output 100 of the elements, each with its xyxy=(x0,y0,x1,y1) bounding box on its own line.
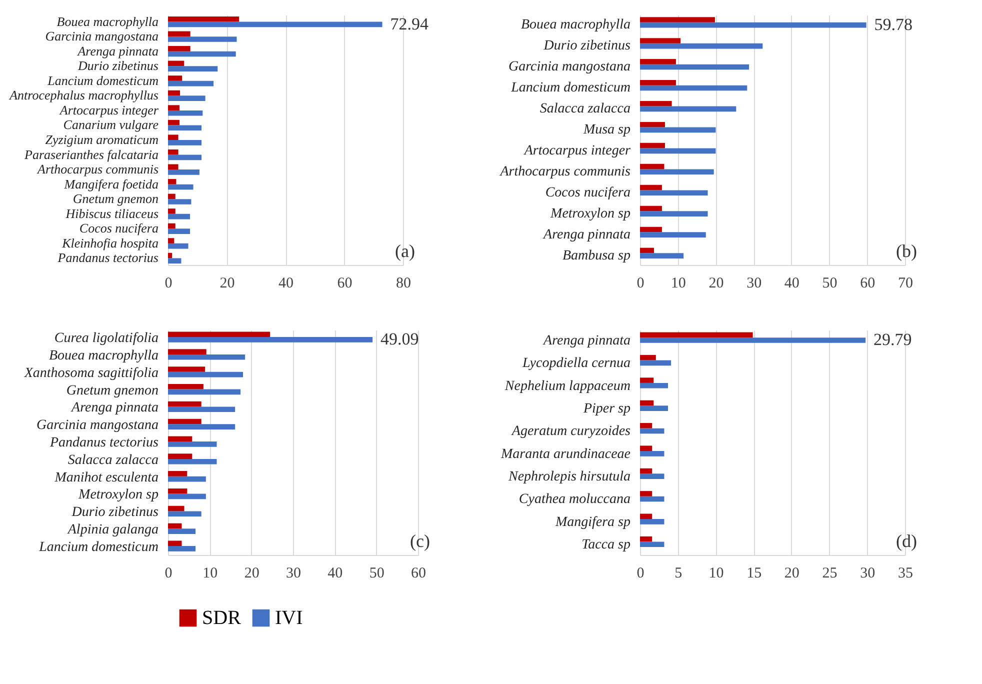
x-tick-label: 60 xyxy=(337,276,352,292)
bar xyxy=(640,226,662,232)
y-tick-label: Kleinhofia hospita xyxy=(61,235,159,250)
y-tick-label: Nephrolepis hirsutula xyxy=(508,470,630,485)
bar xyxy=(640,446,652,451)
bar xyxy=(640,406,668,411)
annotation: (b) xyxy=(896,241,917,261)
bar xyxy=(168,471,188,476)
bar xyxy=(168,164,178,170)
bar xyxy=(168,179,176,184)
annotation: (c) xyxy=(410,531,430,551)
bar xyxy=(640,142,665,148)
y-tick-label: Bouea macrophylla xyxy=(48,348,158,364)
y-tick-label: Durio zibetinus xyxy=(70,505,160,520)
y-tick-label: Canarium vulgare xyxy=(63,117,159,132)
x-tick-label: 0 xyxy=(164,276,172,292)
x-tick-label: 50 xyxy=(822,276,838,292)
bar xyxy=(640,474,664,479)
x-tick-label: 20 xyxy=(708,276,724,292)
bar xyxy=(640,332,753,338)
y-tick-label: Bouea macrophylla xyxy=(520,18,630,33)
x-tick-label: 35 xyxy=(898,566,913,582)
x-tick-label: 40 xyxy=(278,276,294,292)
y-tick-label: Piper sp xyxy=(582,401,630,416)
annotation: (d) xyxy=(896,531,917,551)
bar xyxy=(640,338,866,343)
bar xyxy=(168,31,190,37)
bar xyxy=(168,476,206,482)
bar xyxy=(640,190,708,196)
y-tick-label: Zyzigium aromaticum xyxy=(45,132,158,147)
y-tick-label: Mangifera foetida xyxy=(63,176,159,192)
y-tick-label: Artocarpus integer xyxy=(58,102,160,118)
x-tick-label: 20 xyxy=(244,566,260,582)
bar xyxy=(168,384,204,390)
y-tick-label: Lycopdiella cernua xyxy=(521,356,630,372)
x-tick-label: 5 xyxy=(674,566,682,582)
bar xyxy=(168,120,180,126)
bar xyxy=(640,17,715,22)
y-tick-label: Bouea macrophylla xyxy=(56,14,159,29)
y-tick-label: Antrocephalus macrophyllus xyxy=(8,88,158,103)
y-tick-label: Garcinia mangostana xyxy=(36,418,158,434)
x-tick-label: 30 xyxy=(860,566,876,582)
bar xyxy=(640,360,672,366)
bar xyxy=(640,43,763,49)
bar xyxy=(640,496,664,502)
x-tick-label: 40 xyxy=(784,276,800,292)
bar xyxy=(168,540,182,546)
y-tick-label: Artocarpus integer xyxy=(523,143,632,158)
x-tick-label: 10 xyxy=(202,566,218,582)
bar xyxy=(168,199,192,204)
bar xyxy=(168,76,182,81)
y-tick-label: Durio zibetinus xyxy=(76,58,158,74)
bar xyxy=(168,523,182,529)
bar xyxy=(640,253,684,258)
x-tick-label: 20 xyxy=(220,276,235,292)
bar xyxy=(168,488,188,494)
y-tick-label: Cocos nucifera xyxy=(545,185,630,200)
bar xyxy=(168,170,200,175)
y-tick-label: Metroxylon sp xyxy=(550,206,630,222)
bar xyxy=(640,164,664,170)
bar xyxy=(640,428,664,434)
bar xyxy=(168,454,192,459)
y-tick-label: Tacca sp xyxy=(582,538,630,553)
x-tick-label: 0 xyxy=(636,276,644,292)
x-tick-label: 15 xyxy=(746,566,762,582)
y-tick-label: Arenga pinnata xyxy=(542,227,630,242)
bar xyxy=(168,194,176,200)
bar xyxy=(640,148,716,154)
y-tick-label: Garcinia mangostana xyxy=(45,28,159,44)
bar xyxy=(168,243,188,249)
bar xyxy=(640,542,664,548)
y-tick-label: Lancium domesticum xyxy=(38,540,158,555)
bar xyxy=(168,258,182,264)
y-tick-label: Musa sp xyxy=(582,122,630,138)
y-tick-label: Metroxylon sp xyxy=(78,488,158,503)
bar xyxy=(640,468,652,474)
bar xyxy=(640,85,748,91)
x-tick-label: 25 xyxy=(822,566,838,582)
bar xyxy=(640,38,681,44)
x-tick-label: 70 xyxy=(898,276,913,292)
x-tick-label: 0 xyxy=(164,566,172,582)
bar xyxy=(168,125,202,131)
bar xyxy=(168,372,243,378)
bar xyxy=(168,105,180,110)
x-tick-label: 30 xyxy=(286,566,301,582)
y-tick-label: Durio zibetinus xyxy=(542,38,632,54)
bar xyxy=(168,184,194,190)
bar xyxy=(168,36,237,42)
y-tick-label: Bambusa sp xyxy=(562,248,630,264)
y-tick-label: Arenga pinnata xyxy=(542,333,630,348)
x-tick-label: 10 xyxy=(670,276,686,292)
y-tick-label: Arthocarpus communis xyxy=(499,164,632,180)
bar xyxy=(640,211,708,216)
y-tick-label: Lancium domesticum xyxy=(46,72,158,88)
bar xyxy=(168,436,192,442)
bar xyxy=(168,337,373,342)
bar xyxy=(168,401,202,407)
bar xyxy=(168,51,236,57)
bar xyxy=(640,80,676,86)
y-tick-label: Xanthosoma sagittifolia xyxy=(23,366,158,381)
